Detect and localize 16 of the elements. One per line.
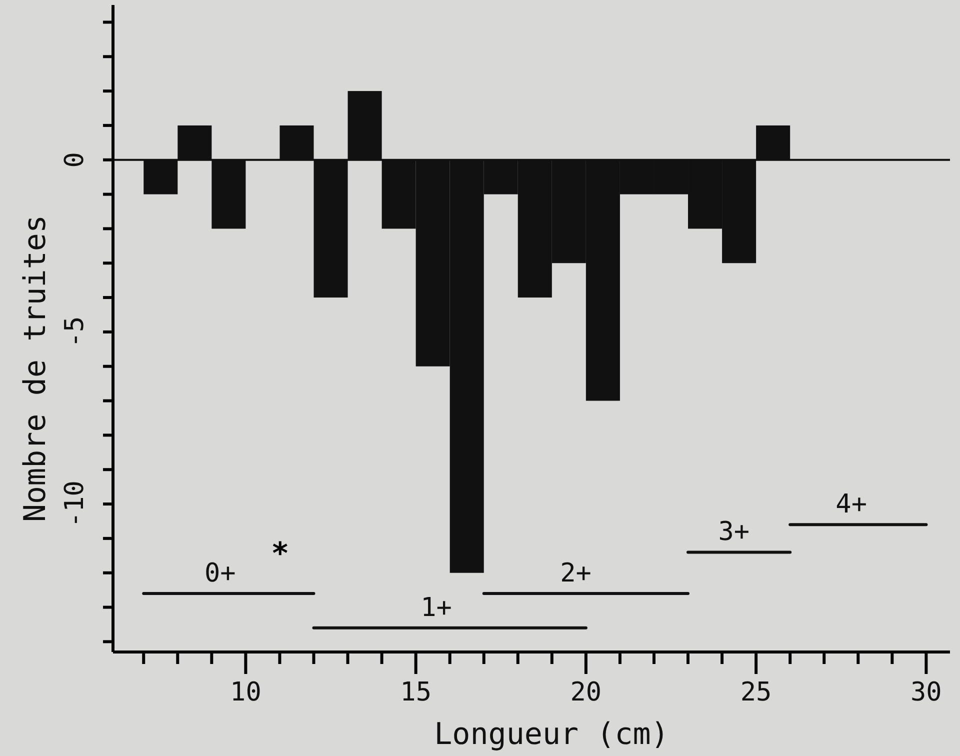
x-tick-label: 25 [740,677,772,708]
x-tick-label: 15 [400,677,432,708]
y-axis-title: Nombre de truites [18,214,53,522]
x-tick-label: 30 [910,677,942,708]
y-tick-label: -10 [60,480,90,528]
series-label: 4+ [836,490,867,520]
x-tick-label: 10 [230,677,262,708]
series-label: 0+ [204,558,236,588]
annotation: * [271,536,290,572]
series-label: 2+ [560,558,592,588]
y-tick-label: 0 [60,152,90,168]
x-tick-label: 20 [570,677,602,708]
x-axis-title: Longueur (cm) [434,717,669,752]
series-label: 1+ [420,592,452,623]
y-tick-label: -5 [60,316,90,348]
series-label: 3+ [718,517,750,548]
